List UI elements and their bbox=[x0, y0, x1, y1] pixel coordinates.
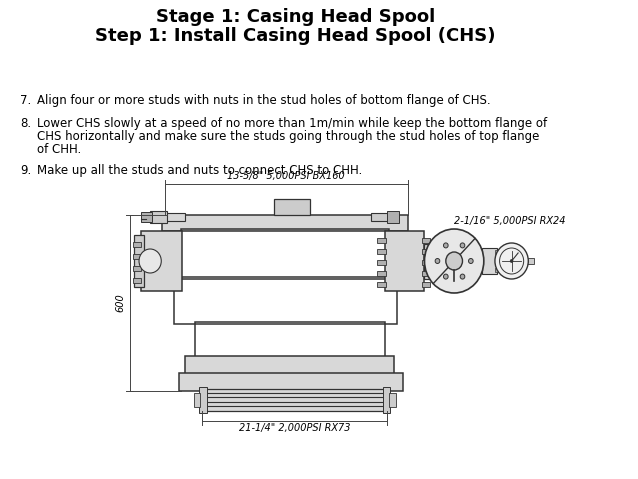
Text: 9.: 9. bbox=[20, 164, 32, 177]
Text: 7.: 7. bbox=[20, 94, 32, 107]
Bar bbox=[179, 373, 403, 391]
Bar bbox=[195, 322, 385, 359]
Bar bbox=[186, 356, 394, 374]
Circle shape bbox=[460, 243, 465, 248]
Circle shape bbox=[443, 243, 448, 248]
Bar bbox=[371, 213, 389, 221]
Bar bbox=[174, 277, 397, 324]
Bar bbox=[135, 235, 144, 287]
Circle shape bbox=[495, 243, 528, 279]
Text: Make up all the studs and nuts to connect CHS to CHH.: Make up all the studs and nuts to connec… bbox=[37, 164, 362, 177]
Text: of CHH.: of CHH. bbox=[37, 143, 81, 156]
Bar bbox=[133, 254, 141, 259]
Circle shape bbox=[139, 249, 161, 273]
Circle shape bbox=[443, 274, 448, 279]
Bar bbox=[141, 231, 182, 291]
Bar bbox=[389, 393, 396, 407]
Bar bbox=[422, 260, 430, 265]
Bar bbox=[422, 249, 430, 254]
Bar bbox=[377, 282, 385, 287]
Bar bbox=[377, 238, 385, 243]
Bar bbox=[422, 271, 430, 276]
Circle shape bbox=[435, 259, 440, 263]
Bar bbox=[133, 242, 141, 247]
Bar bbox=[202, 389, 387, 411]
Bar bbox=[424, 244, 450, 279]
Bar bbox=[385, 231, 424, 291]
Bar bbox=[133, 266, 141, 271]
Bar bbox=[387, 211, 399, 223]
Bar bbox=[181, 229, 389, 279]
Bar bbox=[482, 248, 497, 274]
Bar bbox=[199, 387, 207, 413]
Text: Step 1: Install Casing Head Spool (CHS): Step 1: Install Casing Head Spool (CHS) bbox=[96, 27, 496, 45]
Bar bbox=[377, 271, 385, 276]
Text: 2-1/16" 5,000PSI RX24: 2-1/16" 5,000PSI RX24 bbox=[454, 216, 566, 226]
Bar bbox=[383, 387, 390, 413]
Text: 8.: 8. bbox=[20, 117, 31, 130]
Circle shape bbox=[510, 260, 513, 262]
Text: Lower CHS slowly at a speed of no more than 1m/min while keep the bottom flange : Lower CHS slowly at a speed of no more t… bbox=[37, 117, 547, 130]
Bar bbox=[422, 238, 430, 243]
Circle shape bbox=[446, 252, 463, 270]
Bar bbox=[377, 260, 385, 265]
Circle shape bbox=[424, 229, 484, 293]
Bar bbox=[150, 211, 167, 223]
Bar bbox=[495, 250, 501, 254]
Text: 600: 600 bbox=[115, 294, 126, 312]
Text: CHS horizontally and make sure the studs going through the stud holes of top fla: CHS horizontally and make sure the studs… bbox=[37, 130, 540, 143]
Circle shape bbox=[468, 259, 473, 263]
Circle shape bbox=[460, 274, 465, 279]
Text: 21-1/4" 2,000PSI RX73: 21-1/4" 2,000PSI RX73 bbox=[239, 423, 350, 433]
Bar bbox=[165, 213, 186, 221]
Text: Stage 1: Casing Head Spool: Stage 1: Casing Head Spool bbox=[156, 8, 435, 26]
Bar bbox=[274, 199, 309, 215]
Text: Align four or more studs with nuts in the stud holes of bottom flange of CHS.: Align four or more studs with nuts in th… bbox=[37, 94, 491, 107]
Bar bbox=[422, 282, 430, 287]
Bar bbox=[141, 212, 152, 222]
Text: 13-5/8" 5,000PSI BX160: 13-5/8" 5,000PSI BX160 bbox=[226, 171, 345, 181]
Bar bbox=[495, 268, 501, 272]
Bar bbox=[194, 393, 200, 407]
Bar bbox=[377, 249, 385, 254]
Bar bbox=[528, 258, 534, 264]
Bar bbox=[133, 278, 141, 283]
Bar bbox=[495, 259, 501, 263]
Bar bbox=[162, 215, 408, 231]
